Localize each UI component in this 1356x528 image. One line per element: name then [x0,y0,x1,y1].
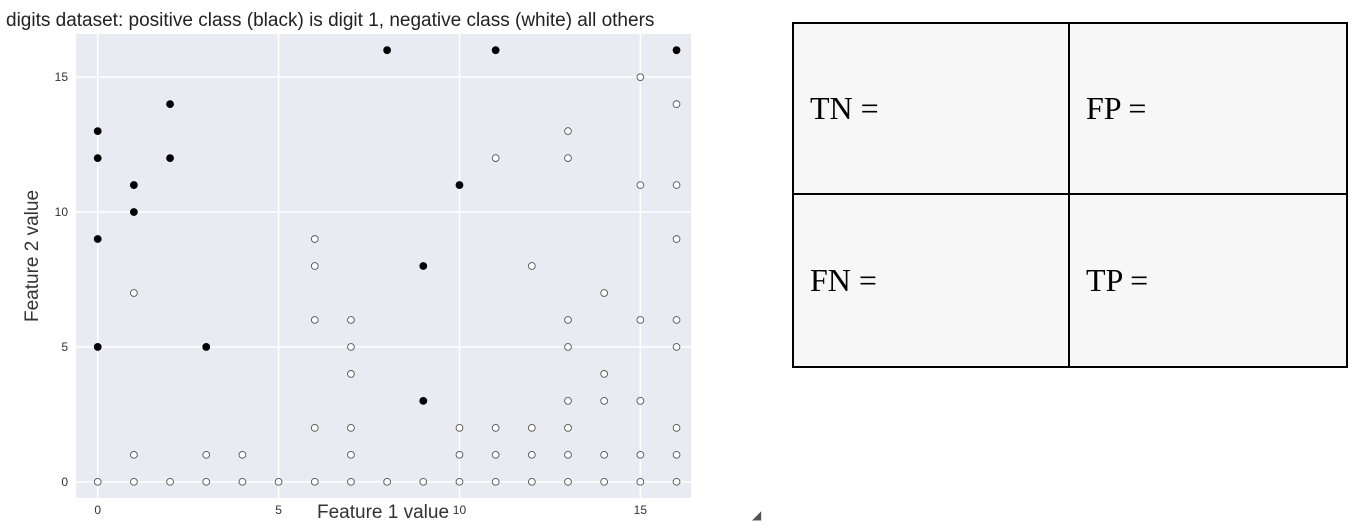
negative-point [310,424,319,432]
positive-point [93,235,102,243]
positive-point [455,181,464,189]
negative-point [455,477,464,486]
positive-point [419,396,428,405]
negative-point [600,397,609,405]
y-tick-label: 10 [55,205,69,219]
negative-point [130,289,138,297]
negative-point [600,370,609,378]
negative-point [274,477,283,486]
negative-point [347,450,355,459]
negative-point [455,424,464,432]
negative-point [347,477,355,486]
negative-point [600,289,609,297]
positive-point [93,343,102,351]
negative-point [564,127,572,135]
y-axis-label: Feature 2 value [22,190,43,322]
chart-title: digits dataset: positive class (black) i… [6,10,655,31]
matrix-cell-fp: FP = [1070,24,1346,195]
positive-point [166,154,174,162]
negative-point [130,477,138,486]
negative-point [672,316,681,324]
negative-point [491,477,500,486]
positive-point [202,343,211,351]
positive-point [129,181,138,189]
negative-point [238,477,247,486]
negative-point [202,450,211,459]
negative-point [636,397,645,405]
negative-point [130,450,138,459]
negative-point [564,477,572,486]
matrix-cell-tp: TP = [1070,195,1346,366]
negative-point [310,235,319,243]
negative-point [636,450,645,459]
negative-point [238,450,247,459]
matrix-cell-tn: TN = [794,24,1070,195]
negative-point [564,424,572,432]
data-points [93,46,681,486]
negative-point [636,316,645,324]
x-tick-label: 0 [94,503,101,517]
positive-point [419,262,428,270]
negative-point [600,450,609,459]
negative-point [672,235,681,243]
negative-point [564,154,572,162]
negative-point [672,181,681,189]
grid-lines [76,34,691,498]
negative-point [455,450,464,459]
negative-point [564,343,572,351]
negative-point [672,477,681,486]
negative-point [491,154,500,162]
x-tick-label: 10 [453,503,467,517]
y-tick-label: 5 [61,340,68,354]
negative-point [600,477,609,486]
x-tick-label: 5 [275,503,282,517]
negative-point [491,424,500,432]
scatter-plot: 0 5 10 15 0 5 10 15 Feature 1 value Feature 2 v… [22,34,691,523]
x-tick-label: 15 [634,503,648,517]
negative-point [419,477,428,486]
negative-point [672,343,681,351]
negative-point [310,262,319,270]
y-tick-label: 15 [55,70,69,84]
positive-point [166,100,174,109]
positive-point [129,208,138,216]
positive-point [491,46,500,55]
negative-point [564,450,572,459]
negative-point [347,370,355,378]
negative-point [310,316,319,324]
positive-point [93,127,102,136]
negative-point [564,397,572,405]
negative-point [527,450,536,459]
negative-point [491,450,500,459]
negative-point [527,262,536,270]
negative-point [383,477,391,486]
plot-area [76,34,691,498]
negative-point [672,100,681,108]
y-tick-label: 0 [61,475,68,489]
positive-point [672,46,681,55]
confusion-matrix: TN = FP = FN = TP = [792,22,1348,368]
negative-point [672,424,681,432]
negative-point [347,424,355,432]
tick-labels: 0 5 10 15 0 5 10 15 [55,70,648,517]
negative-point [93,477,102,486]
negative-point [636,477,645,486]
negative-point [564,316,572,324]
negative-point [636,73,645,82]
negative-point [672,450,681,459]
negative-point [310,477,319,486]
positive-point [93,154,102,162]
negative-point [527,424,536,432]
negative-point [347,316,355,324]
negative-point [347,343,355,351]
negative-point [166,477,174,486]
negative-point [527,477,536,486]
matrix-cell-fn: FN = [794,195,1070,366]
resize-grip-icon[interactable]: ◢ [752,508,762,522]
positive-point [383,46,392,55]
negative-point [202,477,211,486]
x-axis-label: Feature 1 value [317,502,449,523]
negative-point [636,181,645,189]
